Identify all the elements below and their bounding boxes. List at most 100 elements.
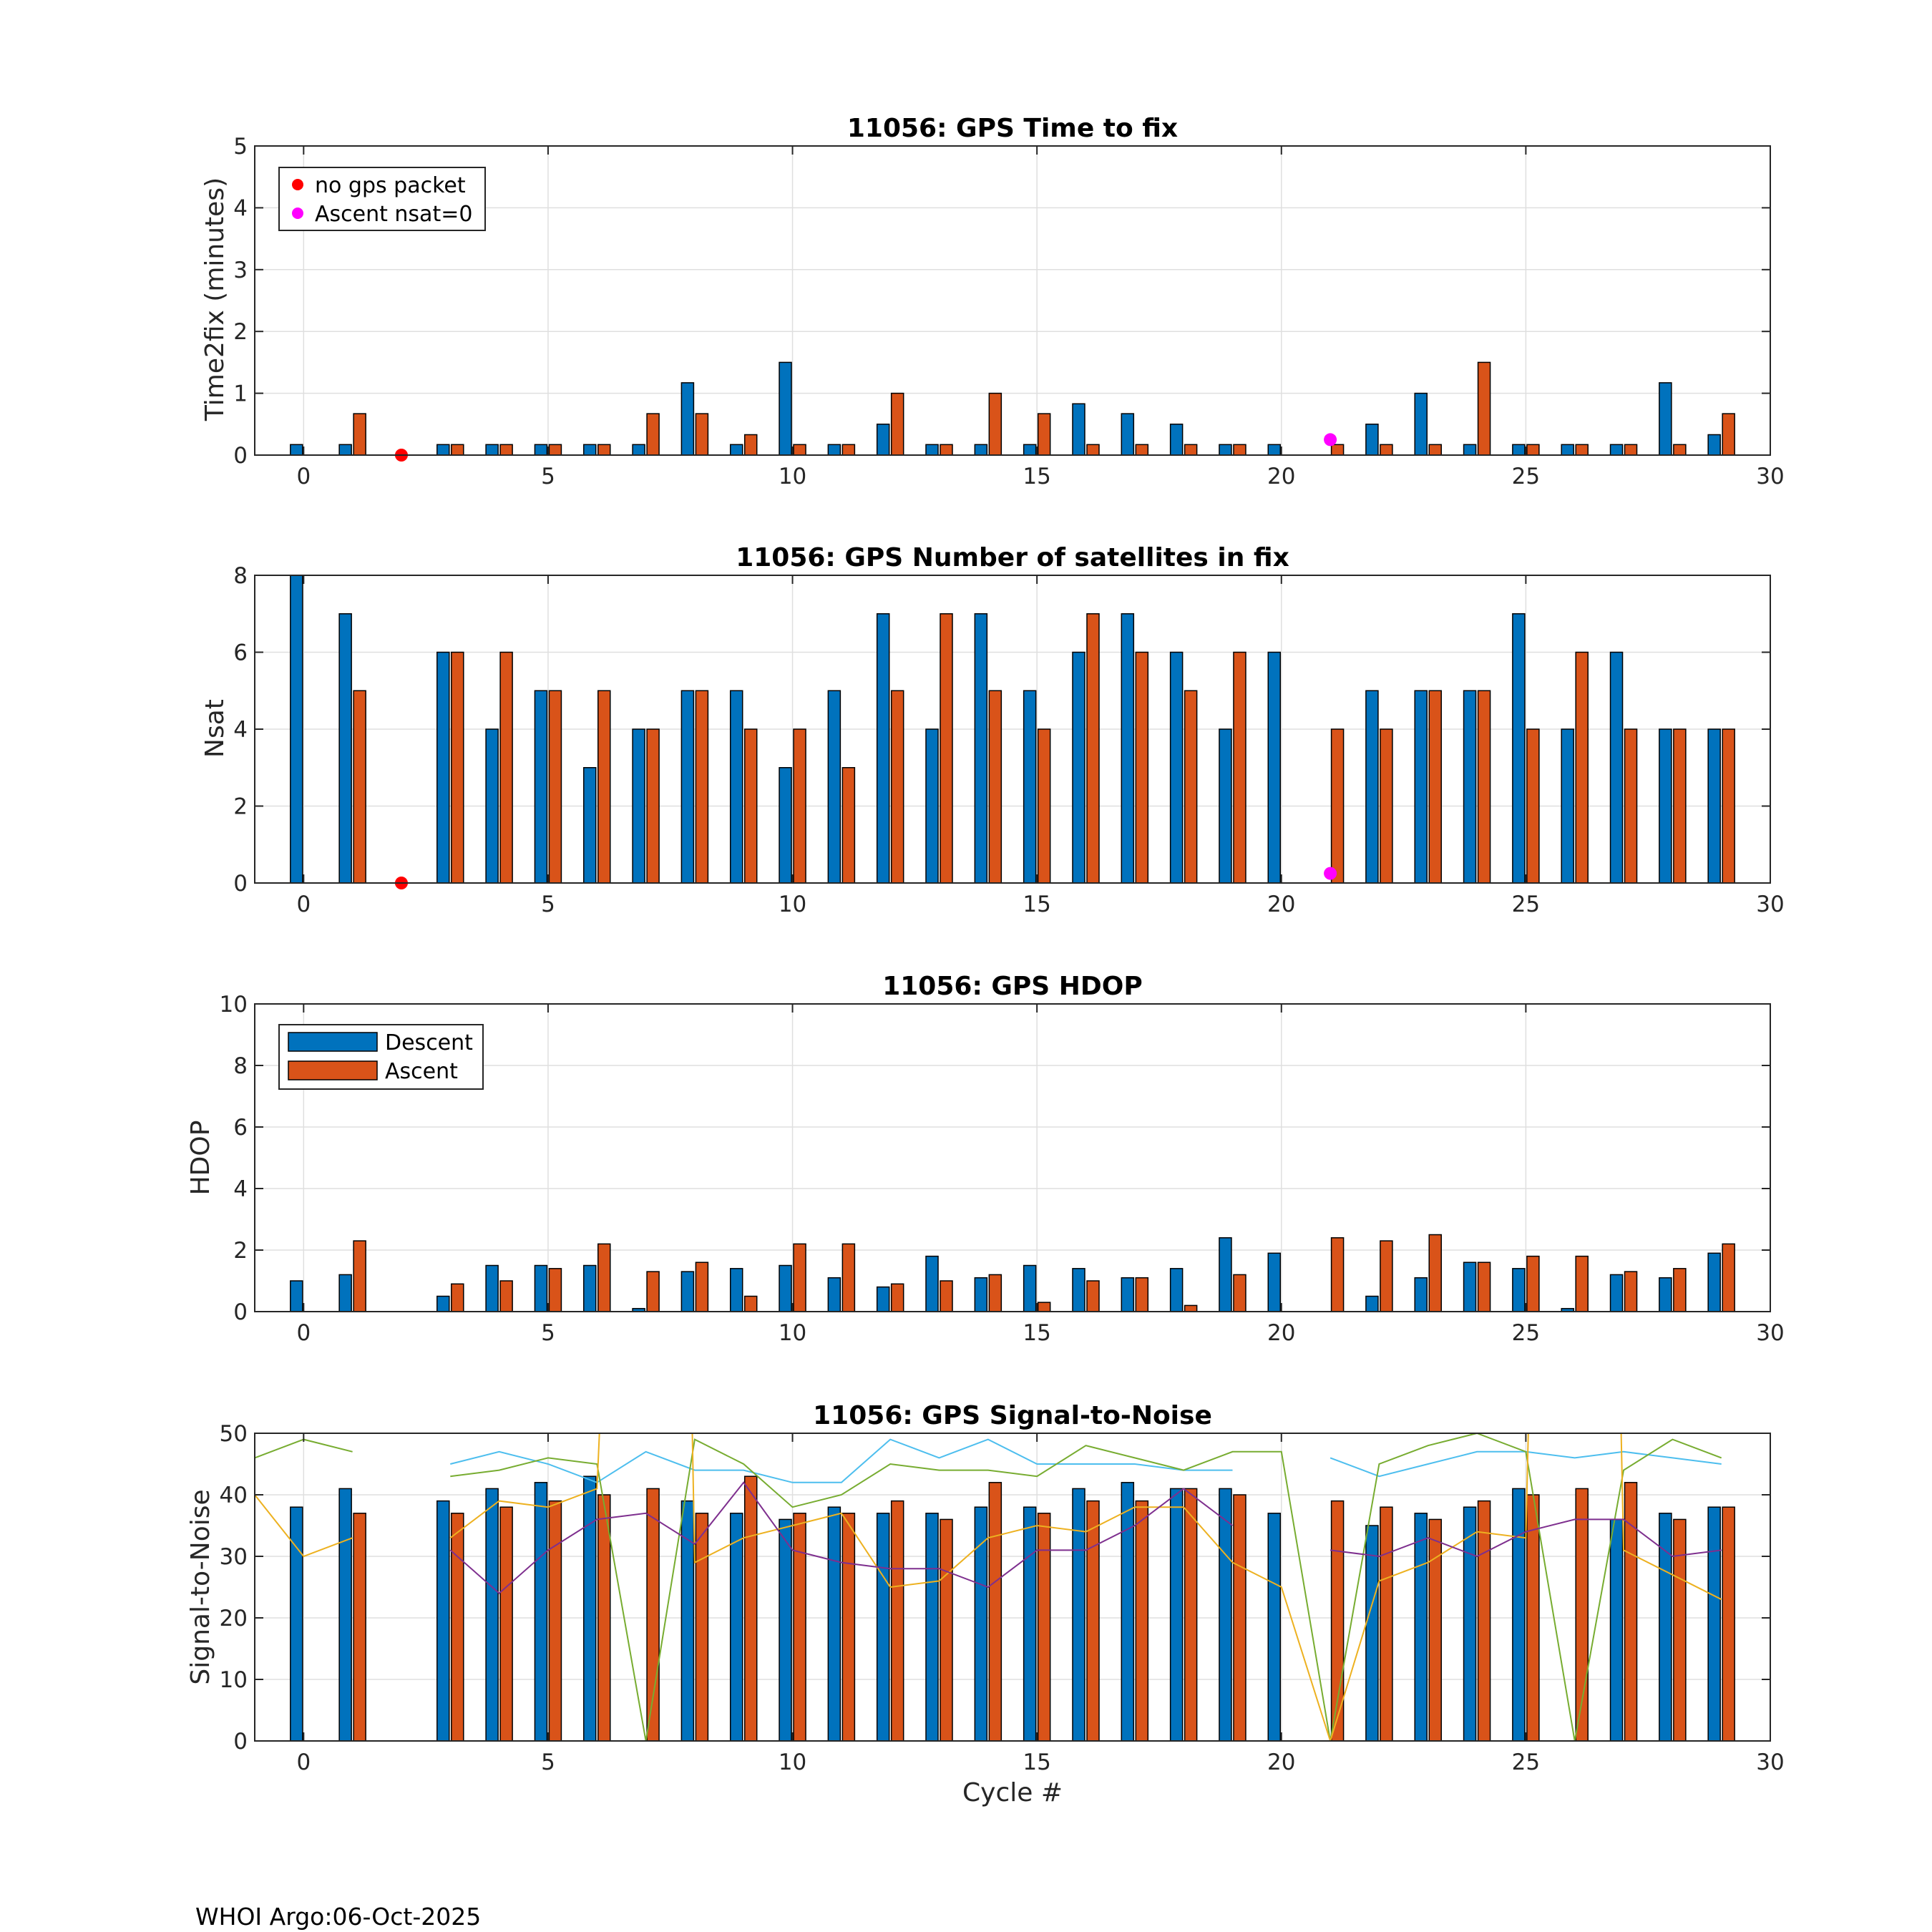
ascent-bar xyxy=(451,1513,464,1742)
legend-label-descent: Descent xyxy=(385,1030,473,1055)
ascent-bar xyxy=(548,690,562,884)
x-tick-label: 0 xyxy=(296,464,311,489)
x-tick-label: 5 xyxy=(541,464,555,489)
descent-bar xyxy=(1659,728,1672,884)
ascent-bar xyxy=(1086,1500,1100,1742)
x-tick-label: 15 xyxy=(1023,464,1050,489)
legend-swatch-descent xyxy=(288,1032,378,1052)
descent-bar xyxy=(1414,1513,1428,1742)
descent-bar xyxy=(1365,690,1379,884)
legend-series: Descent Ascent xyxy=(278,1024,484,1090)
descent-bar xyxy=(827,1277,841,1312)
descent-bar xyxy=(779,361,792,456)
ascent-bar xyxy=(499,651,513,884)
ascent-bar xyxy=(793,1513,806,1742)
descent-bar xyxy=(729,444,743,456)
ascent-bar xyxy=(646,1488,660,1742)
descent-bar xyxy=(338,444,352,456)
ascent-bar xyxy=(1477,1262,1491,1312)
ascent-bar xyxy=(1624,728,1638,884)
descent-bar xyxy=(1121,1277,1135,1312)
legend-markers: no gps packet Ascent nsat=0 xyxy=(278,167,486,231)
descent-bar xyxy=(583,1264,597,1312)
x-tick-label: 20 xyxy=(1267,1320,1295,1346)
ascent-nsat-zero-marker xyxy=(1324,867,1337,880)
ascent-bar xyxy=(890,392,904,456)
ascent-bar xyxy=(548,1500,562,1742)
ascent-bar xyxy=(988,690,1002,884)
axes-background xyxy=(255,1433,1770,1741)
y-tick-label: 10 xyxy=(220,992,248,1018)
x-tick-label: 30 xyxy=(1756,1750,1784,1775)
ascent-bar xyxy=(597,1243,611,1312)
x-tick-label: 20 xyxy=(1267,892,1295,917)
descent-bar xyxy=(1121,613,1135,884)
ascent-bar xyxy=(890,1500,904,1742)
plot-area: 0 5 10 15 20 25 30 0 10 20 30 40 50 xyxy=(220,1421,1785,1775)
legend-marker-no-gps-packet xyxy=(292,179,303,190)
x-tick-label: 10 xyxy=(779,1320,806,1346)
y-tick-label: 6 xyxy=(233,640,248,666)
ascent-bar xyxy=(1477,690,1491,884)
descent-bar xyxy=(925,444,939,456)
descent-bar xyxy=(876,613,890,884)
ascent-bar xyxy=(1624,1271,1638,1312)
descent-bar xyxy=(632,728,645,884)
descent-bar xyxy=(1659,1277,1672,1312)
ascent-bar xyxy=(1722,728,1735,884)
ascent-bar xyxy=(1037,413,1051,456)
ascent-bar xyxy=(646,728,660,884)
y-axis-label: Signal-to-Noise xyxy=(186,1489,215,1684)
ascent-bar xyxy=(1135,444,1149,456)
legend-label-ascent-nsat-zero: Ascent nsat=0 xyxy=(315,202,472,227)
ascent-bar xyxy=(1037,1513,1051,1742)
nsat-panel: 0 5 10 15 20 25 30 0 2 4 6 8 11056: GPS Number of s… xyxy=(200,543,1785,917)
descent-bar xyxy=(1267,444,1282,456)
descent-bar xyxy=(534,690,548,884)
hdop-panel: 0 5 10 15 20 25 30 0 2 4 6 8 10 11056: GPS HDOP HDOP… xyxy=(186,972,1785,1346)
ascent-bar xyxy=(1380,1240,1393,1312)
ascent-bar xyxy=(1135,651,1149,884)
x-tick-label: 30 xyxy=(1756,464,1784,489)
ascent-bar xyxy=(646,1271,660,1312)
descent-bar xyxy=(1219,1237,1232,1312)
ascent-bar xyxy=(940,444,953,456)
ascent-bar xyxy=(841,1243,856,1312)
ascent-nsat-zero-marker xyxy=(1324,433,1337,447)
descent-bar xyxy=(1512,444,1526,456)
y-tick-label: 4 xyxy=(233,717,248,743)
ascent-bar xyxy=(1575,651,1589,884)
descent-bar xyxy=(1659,382,1672,456)
ascent-bar xyxy=(1037,1302,1051,1312)
descent-bar xyxy=(1609,444,1624,456)
x-tick-label: 30 xyxy=(1756,892,1784,917)
ascent-bar xyxy=(1673,728,1687,884)
ascent-bar xyxy=(1184,1488,1198,1742)
legend-label-ascent: Ascent xyxy=(385,1059,458,1084)
plot-area: 0 5 10 15 20 25 30 0 2 4 6 8 xyxy=(233,563,1784,917)
plot-area: 0 5 10 15 20 25 30 0 1 2 3 4 5 xyxy=(233,134,1784,489)
ascent-bar xyxy=(1526,1255,1540,1312)
descent-bar xyxy=(1072,1268,1085,1312)
signal-to-noise-panel: 0 5 10 15 20 25 30 0 10 20 30 40 50 11056: GPS Signa… xyxy=(186,1401,1785,1807)
x-tick-label: 25 xyxy=(1512,464,1540,489)
ascent-bar xyxy=(743,728,758,884)
ascent-bar xyxy=(1380,1506,1393,1742)
descent-bar xyxy=(1609,651,1624,884)
descent-bar xyxy=(1365,424,1379,456)
descent-bar xyxy=(583,767,597,884)
y-tick-label: 50 xyxy=(220,1421,248,1447)
descent-bar xyxy=(1463,444,1477,456)
descent-bar xyxy=(1707,1506,1721,1742)
chart-title: 11056: GPS Number of satellites in fix xyxy=(736,543,1289,572)
x-tick-label: 10 xyxy=(779,464,806,489)
descent-bar xyxy=(534,1264,548,1312)
ascent-bar xyxy=(1135,1277,1149,1312)
ascent-bar xyxy=(1428,1234,1442,1312)
descent-bar xyxy=(779,767,792,884)
descent-bar xyxy=(1609,1518,1624,1742)
ascent-bar xyxy=(597,444,611,456)
axes-box xyxy=(254,1003,1771,1312)
descent-bar xyxy=(1512,1488,1526,1742)
ascent-bar xyxy=(743,1475,758,1742)
